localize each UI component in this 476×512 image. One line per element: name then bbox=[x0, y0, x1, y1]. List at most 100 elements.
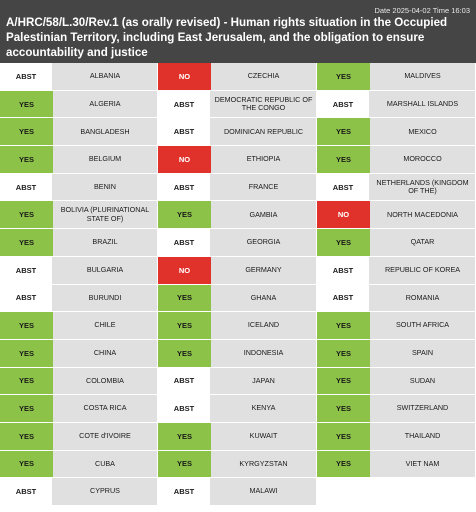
country-name: KENYA bbox=[211, 395, 316, 422]
country-name: SWITZERLAND bbox=[370, 395, 475, 422]
vote-badge: YES bbox=[158, 450, 211, 478]
country-name: CHILE bbox=[53, 312, 157, 339]
country-name: BULGARIA bbox=[53, 256, 157, 284]
vote-row: NO ETHIOPIA bbox=[158, 146, 317, 174]
vote-badge: YES bbox=[317, 312, 370, 339]
country-name: GAMBIA bbox=[211, 201, 316, 229]
country-name: KYRGYZSTAN bbox=[211, 450, 316, 478]
vote-row: YES SUDAN bbox=[317, 367, 476, 396]
country-name: COTE d'IVOIRE bbox=[53, 422, 157, 450]
country-name: QATAR bbox=[370, 229, 475, 256]
empty-cell bbox=[317, 478, 476, 506]
country-name: GEORGIA bbox=[211, 229, 316, 256]
vote-badge: YES bbox=[0, 367, 53, 395]
vote-badge: NO bbox=[317, 201, 370, 229]
vote-row: ABST NETHERLANDS (KINGDOM OF THE) bbox=[317, 173, 476, 202]
vote-row: ABST GEORGIA bbox=[158, 229, 317, 257]
country-name: DOMINICAN REPUBLIC bbox=[211, 118, 316, 146]
vote-badge: ABST bbox=[158, 367, 211, 395]
vote-row: YES COLOMBIA bbox=[0, 367, 158, 396]
country-name: GERMANY bbox=[211, 256, 316, 284]
vote-row: YES BOLIVIA (PLURINATIONAL STATE OF) bbox=[0, 201, 158, 230]
date-label: Date bbox=[374, 6, 391, 15]
vote-row: YES CUBA bbox=[0, 450, 158, 479]
vote-badge: YES bbox=[158, 339, 211, 367]
country-name: ALGERIA bbox=[53, 90, 157, 118]
vote-badge: ABST bbox=[158, 173, 211, 201]
country-name: NORTH MACEDONIA bbox=[370, 201, 475, 229]
country-name: CUBA bbox=[53, 450, 157, 478]
vote-badge: ABST bbox=[158, 229, 211, 256]
vote-badge: YES bbox=[0, 229, 53, 256]
country-name: JAPAN bbox=[211, 367, 316, 395]
country-name: INDONESIA bbox=[211, 339, 316, 367]
country-name: COLOMBIA bbox=[53, 367, 157, 395]
vote-row: YES KUWAIT bbox=[158, 422, 317, 451]
vote-row: YES ICELAND bbox=[158, 312, 317, 340]
vote-badge: ABST bbox=[317, 90, 370, 118]
vote-row: YES QATAR bbox=[317, 229, 476, 257]
vote-row: ABST BULGARIA bbox=[0, 256, 158, 285]
vote-badge: YES bbox=[0, 118, 53, 146]
vote-row: ABST JAPAN bbox=[158, 367, 317, 396]
vote-badge: YES bbox=[0, 312, 53, 339]
country-name: ICELAND bbox=[211, 312, 316, 339]
vote-badge: YES bbox=[0, 395, 53, 422]
vote-row: YES BRAZIL bbox=[0, 229, 158, 257]
vote-badge: ABST bbox=[0, 173, 53, 201]
vote-badge: YES bbox=[317, 118, 370, 146]
vote-badge: YES bbox=[0, 90, 53, 118]
vote-badge: YES bbox=[317, 63, 370, 90]
vote-row: YES GAMBIA bbox=[158, 201, 317, 230]
vote-row: ABST REPUBLIC OF KOREA bbox=[317, 256, 476, 285]
vote-row: YES CHILE bbox=[0, 312, 158, 340]
country-name: SPAIN bbox=[370, 339, 475, 367]
country-name: BELGIUM bbox=[53, 146, 157, 173]
vote-badge: ABST bbox=[0, 256, 53, 284]
vote-badge: ABST bbox=[158, 478, 211, 505]
country-name: KUWAIT bbox=[211, 422, 316, 450]
country-name: CZECHIA bbox=[211, 63, 316, 90]
vote-badge: YES bbox=[158, 422, 211, 450]
vote-badge: YES bbox=[317, 339, 370, 367]
vote-row: YES GHANA bbox=[158, 284, 317, 313]
country-name: GHANA bbox=[211, 284, 316, 312]
time-label: Time bbox=[432, 6, 450, 15]
country-name: CYPRUS bbox=[53, 478, 157, 505]
vote-badge: YES bbox=[317, 146, 370, 173]
vote-row: YES INDONESIA bbox=[158, 339, 317, 368]
country-name: MOROCCO bbox=[370, 146, 475, 173]
country-name: BENIN bbox=[53, 173, 157, 201]
date-value: 2025-04-02 bbox=[392, 6, 431, 15]
country-name: MALDIVES bbox=[370, 63, 475, 90]
vote-badge: YES bbox=[317, 229, 370, 256]
vote-row: NO NORTH MACEDONIA bbox=[317, 201, 476, 230]
country-name: ROMANIA bbox=[370, 284, 475, 312]
country-name: COSTA RICA bbox=[53, 395, 157, 422]
vote-row: YES MEXICO bbox=[317, 118, 476, 147]
resolution-title: A/HRC/58/L.30/Rev.1 (as orally revised) … bbox=[6, 16, 448, 59]
date-time-line: Date 2025-04-02 Time 16:03 bbox=[374, 6, 470, 15]
vote-badge: NO bbox=[158, 256, 211, 284]
vote-badge: YES bbox=[317, 367, 370, 395]
vote-row: YES BANGLADESH bbox=[0, 118, 158, 147]
country-name: MEXICO bbox=[370, 118, 475, 146]
vote-row: YES VIET NAM bbox=[317, 450, 476, 479]
vote-badge: YES bbox=[0, 201, 53, 229]
vote-badge: ABST bbox=[158, 118, 211, 146]
vote-badge: NO bbox=[158, 63, 211, 90]
vote-row: YES MOROCCO bbox=[317, 146, 476, 174]
vote-badge: ABST bbox=[0, 284, 53, 312]
vote-row: YES COSTA RICA bbox=[0, 395, 158, 423]
vote-badge: NO bbox=[158, 146, 211, 173]
country-name: BURUNDI bbox=[53, 284, 157, 312]
vote-badge: ABST bbox=[158, 90, 211, 118]
country-name: BANGLADESH bbox=[53, 118, 157, 146]
vote-badge: ABST bbox=[317, 284, 370, 312]
vote-badge: YES bbox=[158, 312, 211, 339]
vote-row: NO CZECHIA bbox=[158, 63, 317, 91]
vote-row: YES CHINA bbox=[0, 339, 158, 368]
vote-badge: YES bbox=[317, 450, 370, 478]
country-name: MALAWI bbox=[211, 478, 316, 505]
